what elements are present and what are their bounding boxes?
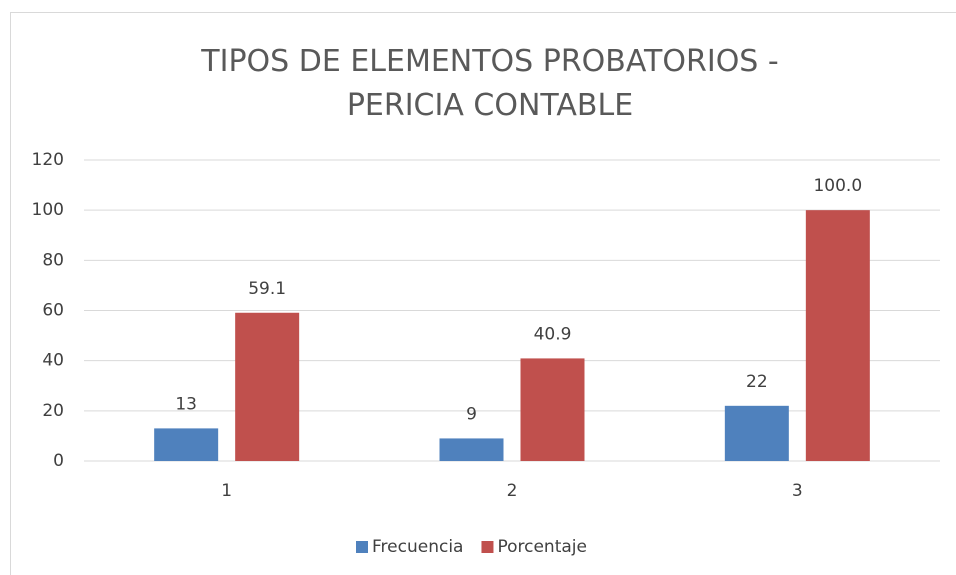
x-tick-label: 2 [507,481,518,501]
chart-border [10,12,956,575]
data-label: 100.0 [813,176,862,196]
bar [724,405,789,461]
data-label: 13 [175,394,197,414]
data-label: 22 [746,372,768,392]
y-tick-label: 60 [42,301,64,321]
chart-title: TIPOS DE ELEMENTOS PROBATORIOS - PERICIA… [201,44,779,123]
legend-label: Porcentaje [497,537,587,557]
data-label: 59.1 [248,279,286,299]
bar [439,438,504,461]
data-label: 40.9 [534,324,572,344]
legend-swatch [356,541,368,553]
bar [154,428,219,461]
y-tick-label: 0 [53,451,64,471]
y-tick-label: 80 [42,250,64,270]
x-tick-label: 3 [792,481,803,501]
data-label: 9 [466,404,477,424]
x-tick-label: 1 [221,481,232,501]
bar [805,210,870,461]
bar [520,358,585,461]
legend-label: Frecuencia [372,537,463,557]
y-tick-label: 40 [42,351,64,371]
y-tick-label: 120 [32,150,64,170]
legend-swatch [481,541,494,553]
y-tick-label: 20 [42,401,64,421]
y-tick-label: 100 [32,200,64,220]
bar [235,312,300,461]
